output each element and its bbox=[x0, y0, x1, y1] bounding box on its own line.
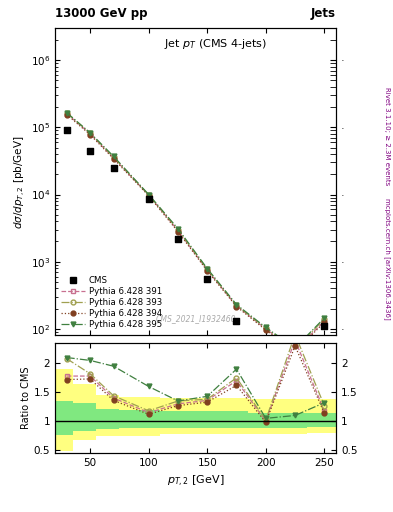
Legend: CMS, Pythia 6.428 391, Pythia 6.428 393, Pythia 6.428 394, Pythia 6.428 395: CMS, Pythia 6.428 391, Pythia 6.428 393,… bbox=[59, 274, 163, 331]
X-axis label: $p_{T,2}$ [GeV]: $p_{T,2}$ [GeV] bbox=[167, 474, 224, 488]
Point bbox=[87, 146, 93, 155]
Point bbox=[233, 317, 240, 325]
Point bbox=[292, 372, 298, 380]
Text: CMS_2021_I1932460: CMS_2021_I1932460 bbox=[155, 314, 236, 323]
Text: Jets: Jets bbox=[311, 8, 336, 20]
Point bbox=[64, 126, 70, 135]
Point bbox=[110, 164, 117, 172]
Text: 13000 GeV pp: 13000 GeV pp bbox=[55, 8, 147, 20]
Text: mcplots.cern.ch [arXiv:1306.3436]: mcplots.cern.ch [arXiv:1306.3436] bbox=[384, 198, 391, 319]
Point bbox=[321, 322, 327, 330]
Point bbox=[145, 195, 152, 203]
Y-axis label: $d\sigma/dp_{T,2}$ [pb/GeV]: $d\sigma/dp_{T,2}$ [pb/GeV] bbox=[13, 135, 28, 228]
Text: Rivet 3.1.10; ≥ 2.3M events: Rivet 3.1.10; ≥ 2.3M events bbox=[384, 87, 390, 185]
Point bbox=[175, 234, 181, 243]
Y-axis label: Ratio to CMS: Ratio to CMS bbox=[21, 367, 31, 430]
Text: Jet $p_T$ (CMS 4-jets): Jet $p_T$ (CMS 4-jets) bbox=[163, 37, 267, 51]
Point bbox=[204, 275, 210, 283]
